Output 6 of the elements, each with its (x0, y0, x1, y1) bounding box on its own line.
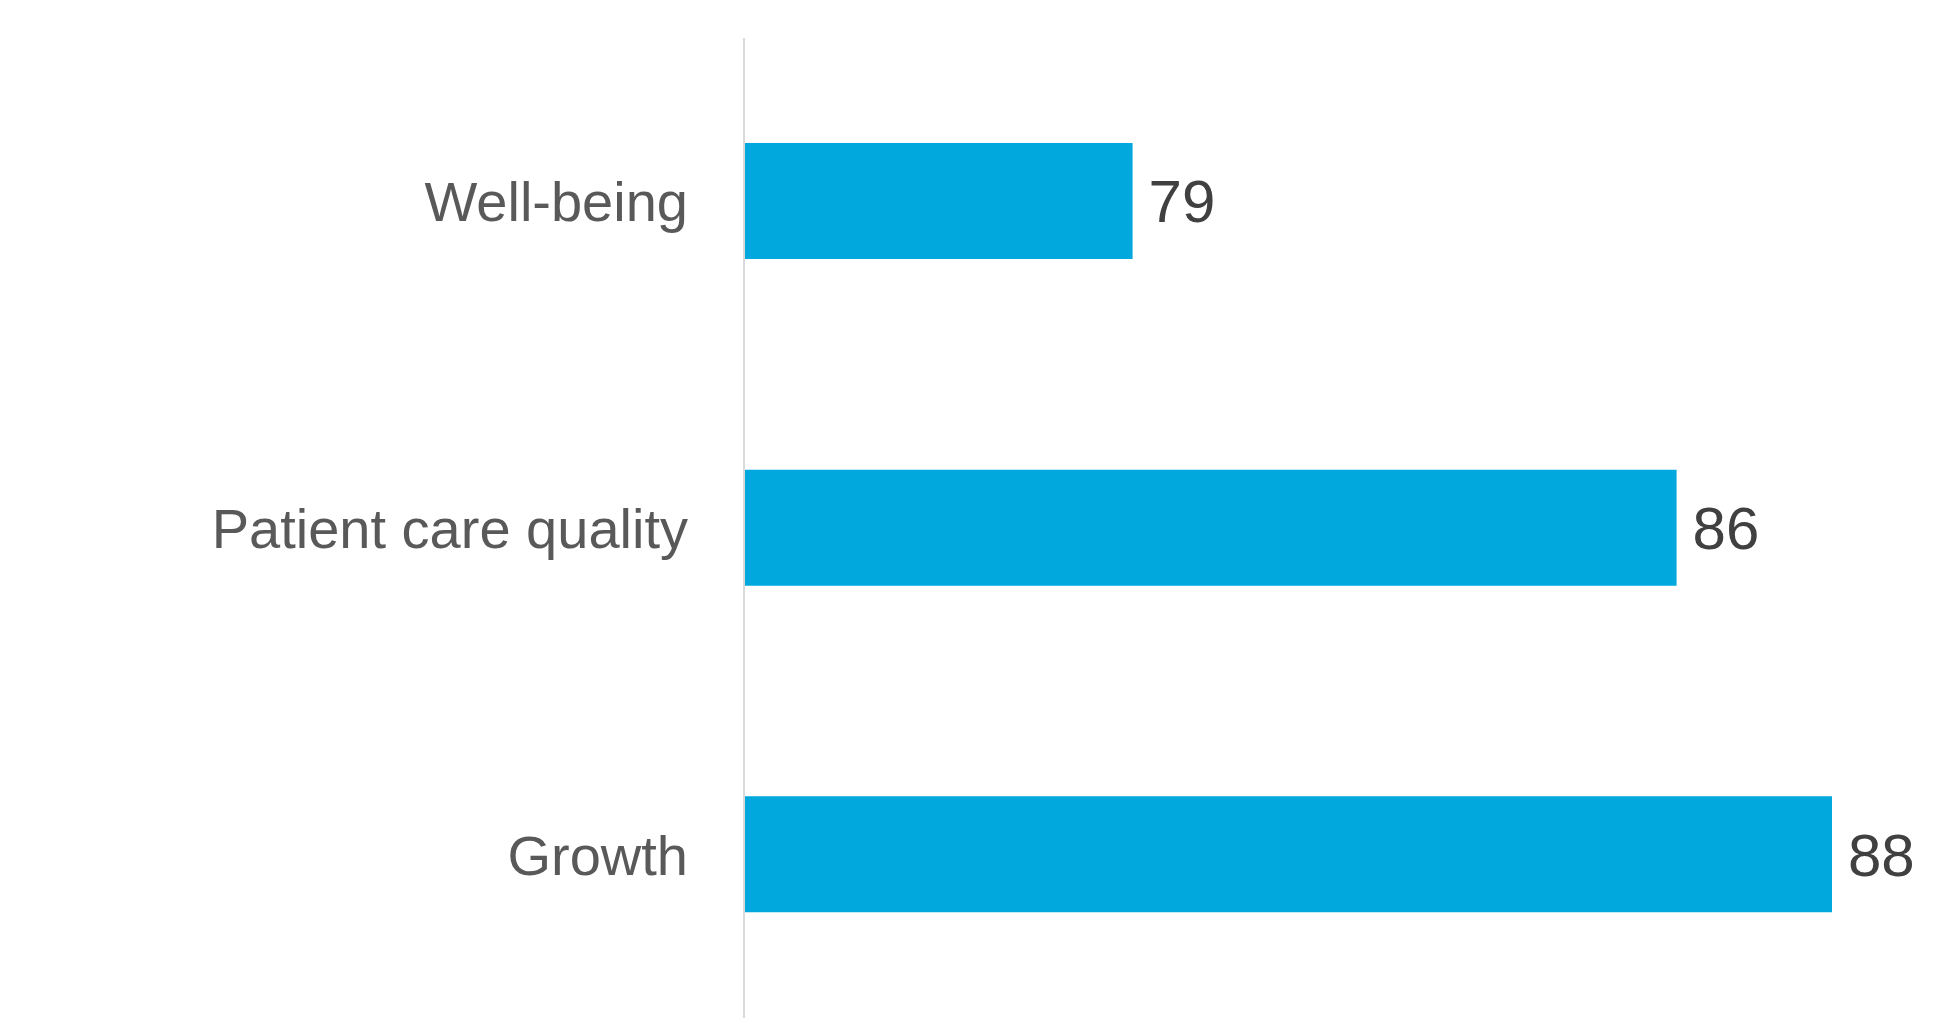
data-label: 88 (1848, 821, 1915, 889)
y-tick-label: Well-being (424, 170, 688, 234)
y-tick-label: Growth (507, 823, 688, 887)
data-label: 79 (1148, 168, 1216, 236)
y-tick-label: Patient care quality (211, 496, 688, 560)
data-label: 86 (1692, 494, 1760, 562)
